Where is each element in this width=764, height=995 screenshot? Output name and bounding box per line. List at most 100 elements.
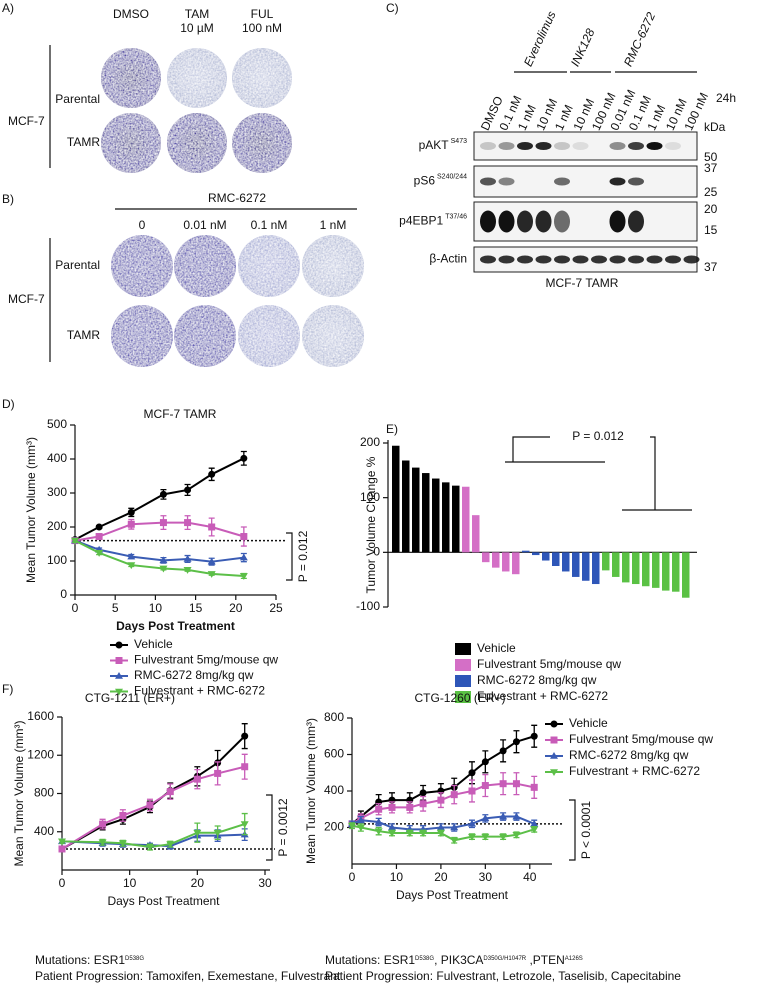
annotation: P = 0.012	[572, 429, 624, 443]
point	[419, 800, 427, 808]
point	[388, 823, 396, 831]
point	[530, 819, 539, 827]
point	[183, 554, 192, 562]
legend-label: Fulvestrant + RMC-6272	[569, 764, 700, 778]
point	[240, 821, 249, 829]
legend-marker	[115, 688, 123, 696]
point	[159, 556, 168, 564]
legend-label: Fulvestrant 5mg/mouse qw	[134, 653, 278, 667]
bracket	[286, 532, 293, 581]
band	[498, 177, 515, 186]
point	[481, 833, 490, 841]
legend-label: Vehicle	[569, 716, 608, 730]
point	[512, 832, 521, 839]
legend-swatch	[455, 659, 471, 671]
point	[241, 763, 249, 771]
chart-title: CTG-1260 (ER+)	[414, 691, 505, 705]
band	[498, 142, 515, 150]
point	[193, 775, 201, 783]
point	[159, 519, 167, 527]
y-tick-label: 600	[324, 747, 344, 761]
site: T37/46	[445, 213, 467, 220]
well	[302, 305, 364, 367]
x-tick-label: 10	[149, 601, 163, 615]
point	[530, 826, 539, 834]
band	[628, 177, 644, 186]
point	[450, 823, 459, 831]
x-tick-label: 30	[479, 870, 493, 884]
point	[127, 520, 135, 528]
point	[207, 571, 216, 578]
x-tick-label: 10	[123, 876, 137, 890]
point	[436, 823, 445, 831]
series-line	[74, 539, 244, 577]
legend-swatch	[455, 691, 471, 703]
point	[118, 840, 127, 848]
series-line	[61, 823, 246, 849]
point	[499, 780, 507, 788]
point	[356, 816, 365, 823]
point	[450, 837, 459, 845]
mw-marker: 37	[704, 260, 718, 274]
unit-label: kDa	[704, 120, 726, 134]
band	[517, 142, 533, 150]
x-tick-label: 30	[258, 876, 272, 890]
band	[498, 210, 515, 233]
point	[95, 533, 103, 541]
column-header: DMSO	[113, 7, 149, 21]
point	[468, 787, 476, 795]
blot-label: pS6 S240/244	[414, 173, 467, 187]
text-part: Mutations: ESR1	[325, 953, 415, 967]
column-header: 0.01 nM	[183, 218, 226, 232]
band	[480, 177, 496, 186]
superscript: D538G	[125, 956, 144, 962]
panel-label: F)	[2, 682, 13, 696]
bar	[602, 552, 610, 571]
band	[554, 255, 570, 264]
well	[111, 235, 173, 297]
point	[98, 839, 107, 847]
band	[554, 142, 570, 150]
treatment: RMC-6272	[208, 191, 266, 205]
site: S240/244	[437, 173, 467, 180]
band	[665, 255, 681, 264]
point	[481, 782, 489, 790]
band	[572, 142, 589, 150]
mw-marker: 25	[704, 185, 718, 199]
band	[554, 177, 570, 186]
point	[58, 845, 66, 853]
y-tick-label: 200	[324, 820, 344, 834]
footnote: Mutations: ESR1D538G	[35, 953, 144, 967]
point	[437, 796, 445, 804]
annotation: P < 0.0001	[579, 801, 593, 859]
y-tick-label: 400	[324, 783, 344, 797]
point	[388, 830, 396, 837]
x-tick-label: 10	[390, 870, 404, 884]
bar	[652, 552, 660, 588]
y-tick-label: 100	[47, 553, 67, 567]
point	[213, 829, 222, 837]
bar	[522, 550, 530, 553]
x-tick-label: 25	[269, 601, 283, 615]
bar	[432, 478, 440, 553]
chart-title: MCF-7 TAMR	[144, 407, 217, 421]
bar	[562, 552, 570, 572]
point	[450, 791, 458, 799]
point	[241, 732, 249, 740]
band	[480, 142, 496, 150]
point	[468, 833, 476, 841]
x-tick-label: 0	[349, 870, 356, 884]
bar	[492, 552, 500, 568]
bar	[512, 552, 520, 575]
panel-label: B)	[2, 192, 14, 206]
well	[167, 48, 227, 108]
band	[646, 255, 663, 264]
point	[146, 801, 154, 809]
y-tick-label: 800	[324, 710, 344, 724]
band	[498, 255, 515, 264]
legend-marker	[550, 736, 558, 744]
footnote: Patient Progression: Tamoxifen, Exemesta…	[35, 969, 341, 983]
legend-marker	[115, 641, 123, 649]
bar	[592, 552, 600, 585]
